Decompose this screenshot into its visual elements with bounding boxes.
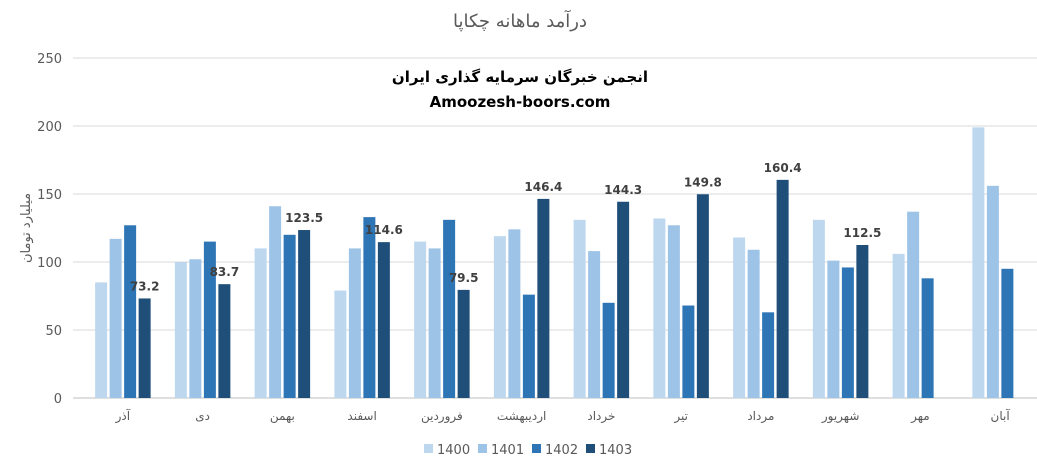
bar-1403-7 (696, 194, 709, 398)
bar-1400-10 (892, 253, 905, 398)
bar-1403-1 (218, 284, 231, 398)
bar-1400-9 (812, 219, 825, 398)
x-tick-label: آذر (115, 408, 131, 424)
bar-1403-0 (138, 298, 151, 398)
legend-label-1403: 1403 (599, 443, 632, 458)
y-tick-label: 250 (37, 52, 62, 67)
bar-1401-6 (588, 251, 601, 398)
bar-1400-1 (174, 262, 187, 398)
x-tick-label: اسفند (347, 409, 376, 423)
bar-1400-0 (95, 282, 108, 398)
bar-1402-6 (602, 302, 615, 398)
x-tick-label: بهمن (270, 409, 295, 424)
bar-1400-3 (334, 290, 347, 398)
bar-1400-2 (254, 248, 267, 398)
bar-1402-9 (841, 267, 854, 398)
bar-1403-3 (377, 242, 390, 398)
bar-1400-7 (653, 218, 666, 398)
bar-1401-0 (109, 238, 122, 398)
x-tick-label: مرداد (747, 409, 774, 424)
bar-1403-5 (537, 198, 550, 398)
x-tick-label: فروردین (421, 409, 463, 424)
bar-1400-11 (972, 127, 985, 399)
bar-1403-9 (856, 245, 869, 398)
data-label: 73.2 (130, 279, 160, 293)
data-label: 112.5 (843, 226, 881, 240)
y-tick-label: 0 (54, 392, 62, 407)
data-label: 123.5 (285, 211, 323, 225)
bar-1402-4 (443, 219, 456, 398)
x-tick-label: خرداد (587, 409, 615, 424)
bar-1402-11 (1001, 268, 1014, 398)
legend-swatch-1400 (424, 444, 433, 453)
x-tick-label: آبان (991, 408, 1011, 423)
bar-1401-1 (189, 259, 202, 398)
watermark-line-2: Amoozesh-boors.com (430, 93, 611, 111)
y-tick-label: 50 (45, 324, 62, 339)
bar-1402-8 (762, 312, 775, 398)
bar-1402-2 (283, 234, 296, 398)
bar-1402-1 (203, 241, 216, 398)
bar-1401-2 (269, 206, 282, 398)
bar-1402-10 (921, 278, 934, 398)
x-tick-label: تیر (673, 409, 688, 424)
x-tick-label: شهریور (821, 409, 860, 424)
bar-1401-4 (428, 248, 441, 398)
data-label: 149.8 (684, 175, 722, 189)
bar-1403-6 (617, 201, 630, 398)
bar-1400-6 (573, 219, 586, 398)
bar-1403-8 (776, 179, 789, 398)
bar-1402-3 (363, 217, 376, 398)
bar-1401-8 (747, 249, 760, 398)
legend-label-1402: 1402 (545, 443, 578, 458)
y-tick-label: 150 (37, 188, 62, 203)
data-label: 114.6 (365, 223, 403, 237)
data-label: 160.4 (764, 161, 802, 175)
legend-swatch-1402 (532, 444, 541, 453)
legend-label-1400: 1400 (437, 443, 470, 458)
bar-1401-10 (907, 211, 920, 398)
x-tick-label: مهر (910, 409, 930, 424)
legend-swatch-1401 (478, 444, 487, 453)
data-label: 144.3 (604, 183, 642, 197)
bar-1401-3 (348, 248, 361, 398)
bar-1402-7 (682, 305, 695, 398)
bar-1403-4 (457, 289, 470, 398)
bar-1401-11 (986, 185, 999, 398)
bar-1402-0 (124, 225, 137, 398)
x-tick-label: دی (195, 409, 210, 423)
bar-1402-5 (522, 294, 535, 398)
x-tick-label: اردیبهشت (497, 409, 546, 424)
legend-label-1401: 1401 (491, 443, 524, 458)
watermark-line-1: انجمن خبرگان سرمایه گذاری ایران (392, 68, 648, 86)
bar-1403-2 (298, 230, 311, 398)
bar-1401-5 (508, 229, 521, 398)
y-tick-label: 200 (37, 120, 62, 135)
bar-1400-5 (493, 236, 506, 398)
data-label: 79.5 (449, 271, 479, 285)
data-label: 83.7 (210, 265, 240, 279)
bar-1401-7 (667, 225, 680, 398)
y-axis-label: میلیارد تومان (19, 193, 34, 263)
data-label: 146.4 (524, 180, 562, 194)
bar-1400-8 (733, 237, 746, 398)
bar-1401-9 (827, 260, 840, 398)
bar-1400-4 (414, 241, 427, 398)
y-tick-label: 100 (37, 256, 62, 271)
chart-title: درآمد ماهانه چکاپا (453, 9, 587, 32)
legend-swatch-1403 (586, 444, 595, 453)
